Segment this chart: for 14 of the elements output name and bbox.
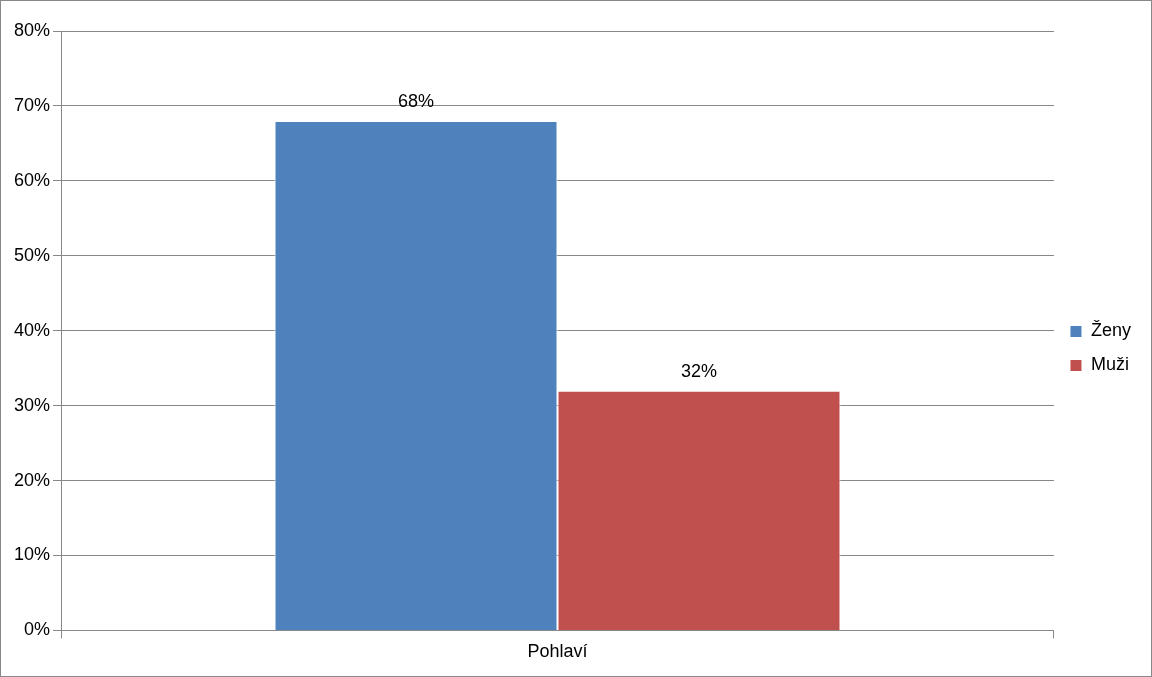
data-label: 68%: [397, 90, 435, 111]
y-tick-label: 60%: [14, 169, 51, 190]
y-tick-label: 10%: [14, 544, 51, 565]
y-tick-label: 20%: [14, 469, 51, 490]
y-tick-label: 40%: [14, 319, 51, 340]
y-tick-label: 50%: [14, 244, 51, 265]
y-tick-label: 0%: [24, 619, 51, 640]
y-tick-label: 80%: [14, 19, 51, 40]
legend-label: Muži: [1090, 354, 1129, 375]
data-label: 32%: [680, 360, 718, 381]
x-tick-label: Pohlaví: [527, 641, 588, 662]
y-tick-label: 70%: [14, 94, 51, 115]
legend-label: Ženy: [1090, 320, 1132, 341]
y-tick-label: 30%: [14, 394, 51, 415]
